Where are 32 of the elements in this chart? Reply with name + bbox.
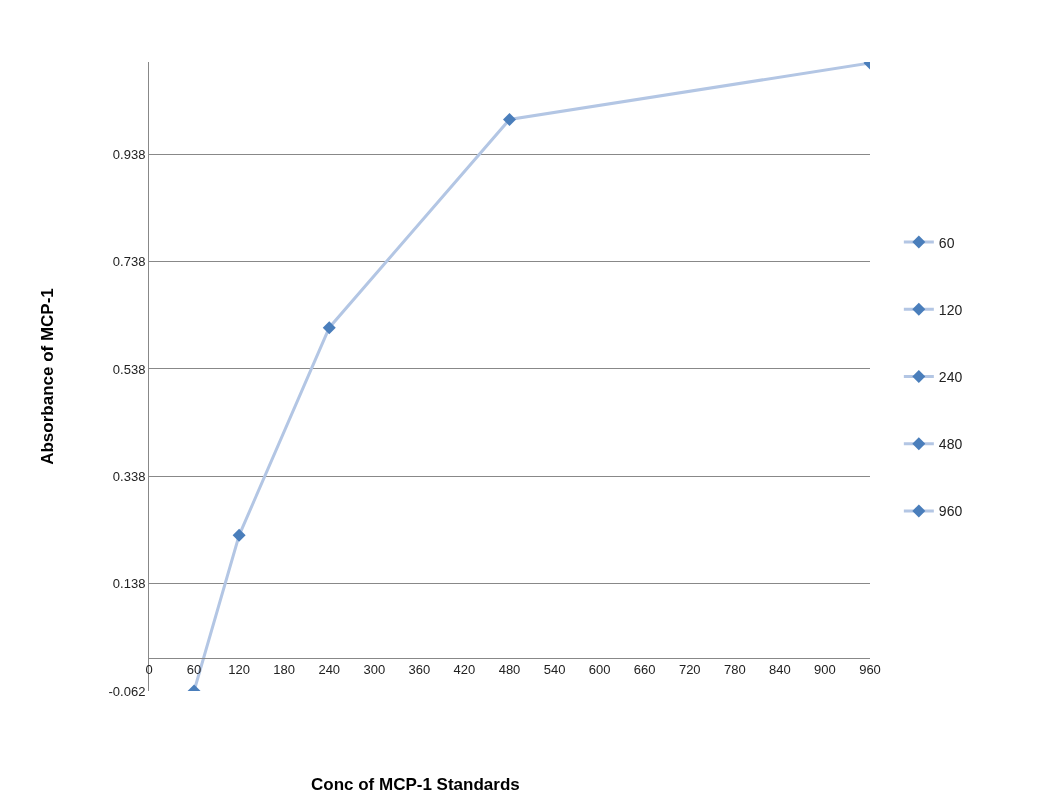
x-tick-label: 720 (678, 662, 701, 678)
x-tick-label: 540 (543, 662, 566, 678)
y-axis-title: Absorbance of MCP-1 (38, 288, 58, 465)
y-tick-label: -0.062 (108, 683, 146, 699)
x-tick-label: 960 (859, 662, 881, 678)
x-tick-label: 180 (273, 662, 296, 678)
y-tick-label: 0.338 (112, 468, 146, 484)
x-tick-label: 780 (723, 662, 746, 678)
x-tick-label: 120 (228, 662, 250, 678)
legend-label: 60 (938, 234, 955, 251)
x-axis-title: Conc of MCP-1 Standards (311, 775, 520, 794)
x-tick-label: 600 (588, 662, 611, 678)
legend-label: 120 (938, 301, 963, 318)
legend-label: 960 (938, 503, 963, 520)
x-tick-label: 420 (453, 662, 476, 678)
x-tick-label: 840 (769, 662, 791, 678)
x-tick-label: 300 (363, 662, 386, 678)
x-tick-label: 0 (145, 662, 153, 678)
legend-label: 480 (938, 436, 963, 453)
y-tick-label: 0.738 (112, 254, 146, 270)
y-tick-label: 0.938 (112, 146, 146, 162)
x-tick-label: 60 (186, 662, 202, 678)
x-tick-label: 240 (318, 662, 341, 678)
x-tick-label: 900 (814, 662, 836, 678)
point (232, 528, 246, 542)
point (322, 321, 336, 335)
y-tick-label: 0.538 (112, 361, 146, 377)
x-tick-label: 360 (408, 662, 431, 678)
y-tick-label: 0.138 (112, 576, 146, 592)
legend-label: 240 (938, 368, 963, 385)
x-tick-label: 480 (498, 662, 521, 678)
x-tick-label: 660 (633, 662, 656, 678)
